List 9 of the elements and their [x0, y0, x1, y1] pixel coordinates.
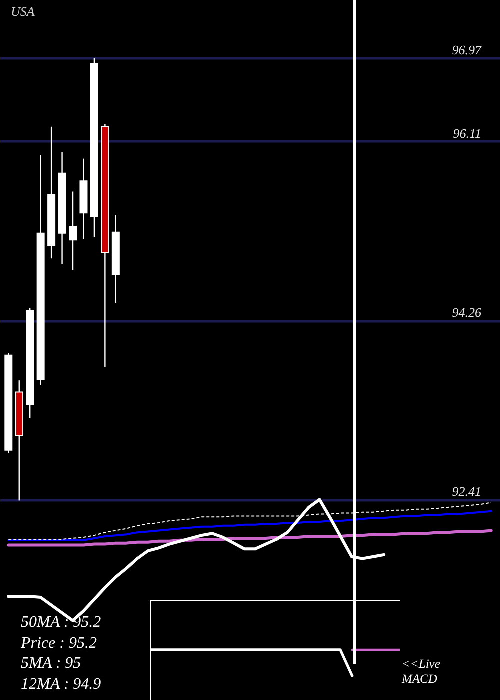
chart-title: USA [11, 4, 35, 20]
annotation: 12MA : 94.9 [21, 674, 102, 694]
annotation: <<Live MACD [402, 657, 442, 687]
y-tick-label: 96.11 [453, 126, 482, 141]
y-tick-label: 96.97 [452, 42, 482, 58]
y-tick-label: 92.41 [452, 484, 482, 500]
y-tick-label: 94.26 [452, 305, 482, 320]
annotation: 5MA : 95 [21, 654, 82, 674]
annotation: Price : 95.2 [21, 634, 97, 654]
